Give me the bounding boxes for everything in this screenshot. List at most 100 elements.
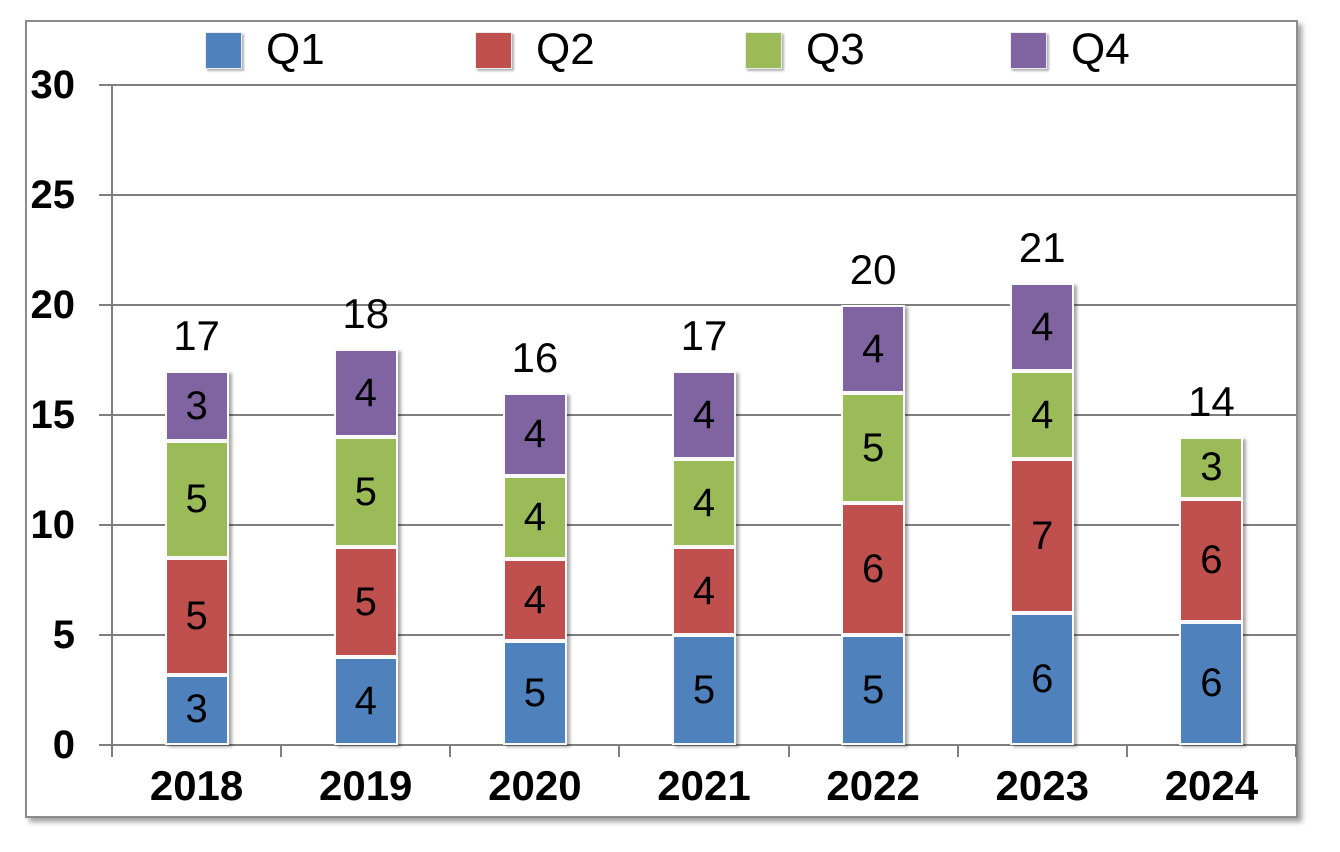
- y-axis-tick: [99, 304, 112, 306]
- segment-value-label: 7: [1031, 513, 1054, 558]
- segment-value-label: 5: [523, 670, 546, 715]
- y-tick-label: 20: [30, 283, 76, 327]
- x-axis-tick: [111, 745, 113, 757]
- segment-value-label: 4: [1031, 304, 1054, 349]
- y-axis-tick: [99, 414, 112, 416]
- x-tick-label: 2023: [995, 762, 1089, 809]
- segment-value-label: 4: [523, 411, 546, 456]
- bar-segment-q4: 4: [502, 393, 567, 476]
- y-tick-label: 10: [30, 503, 76, 547]
- segment-value-label: 5: [692, 667, 716, 712]
- bar-segment-q1: 5: [841, 635, 906, 745]
- gridline: [112, 304, 1296, 306]
- x-axis-tick: [1295, 745, 1297, 757]
- bar-2022: 4 5 6 5: [841, 305, 906, 745]
- bar-total-label: 17: [173, 312, 220, 359]
- segment-value-label: 4: [862, 326, 885, 371]
- gridline: [112, 84, 1296, 86]
- bar-segment-q3: 5: [333, 437, 398, 547]
- legend-swatch-q1-icon: [205, 31, 242, 69]
- segment-value-label: 3: [185, 687, 208, 732]
- segment-value-label: 4: [354, 678, 377, 723]
- x-tick-label: 2018: [149, 762, 244, 809]
- bar-segment-q1: 6: [1179, 621, 1244, 745]
- plot-area: 3 5 5 3 17 4 5 5 4 18 4 4 4 5 16 4 4 4 5 17 4 5 6 5 20 4 4 7 6 21 3 6 6 1…: [99, 84, 1297, 757]
- bar-segment-q1: 6: [1010, 613, 1075, 745]
- bar-total-label: 17: [680, 312, 728, 359]
- bar-2019: 4 5 5 4: [333, 349, 398, 745]
- segment-value-label: 4: [523, 494, 546, 539]
- legend-swatch-q4-icon: [1010, 31, 1047, 69]
- y-tick-label: 0: [52, 723, 75, 767]
- legend-label: Q4: [1071, 25, 1130, 74]
- chart-frame: 3 5 5 3 17 4 5 5 4 18 4 4 4 5 16 4 4 4 5 17 4 5 6 5 20 4 4 7 6 21 3 6 6 1…: [25, 20, 1298, 818]
- bar-2024: 3 6 6: [1179, 437, 1244, 745]
- segment-value-label: 4: [692, 568, 716, 613]
- gridline: [112, 194, 1296, 196]
- bar-total-label: 21: [1018, 224, 1066, 271]
- bar-segment-q2: 4: [672, 547, 736, 635]
- x-tick-label: 2019: [318, 762, 413, 809]
- bar-total-label: 20: [849, 246, 897, 293]
- segment-value-label: 6: [862, 546, 885, 591]
- bar-segment-q4: 4: [672, 371, 736, 459]
- legend-item-q3: Q3: [745, 28, 865, 72]
- x-tick-label: 2024: [1164, 762, 1259, 809]
- segment-value-label: 3: [185, 383, 208, 428]
- segment-value-label: 6: [1200, 537, 1223, 582]
- bar-segment-q3: 4: [1010, 371, 1075, 459]
- segment-value-label: 6: [1200, 660, 1223, 705]
- bar-segment-q3: 5: [841, 393, 906, 503]
- x-axis-tick: [280, 745, 283, 757]
- bar-segment-q2: 6: [841, 503, 906, 635]
- bar-2023: 4 4 7 6: [1010, 283, 1075, 745]
- legend-item-q2: Q2: [475, 28, 595, 72]
- bar-segment-q3: 5: [164, 441, 229, 558]
- y-axis-tick: [99, 524, 112, 526]
- bar-2020: 4 4 4 5: [502, 393, 567, 745]
- x-tick-label: 2022: [826, 762, 920, 809]
- y-tick-label: 30: [30, 63, 76, 107]
- bar-segment-q2: 5: [164, 558, 229, 675]
- x-axis-tick: [618, 745, 621, 757]
- segment-value-label: 3: [1200, 445, 1223, 490]
- bar-segment-q2: 5: [333, 547, 398, 657]
- bar-segment-q2: 7: [1010, 459, 1075, 613]
- x-axis-tick: [449, 745, 452, 757]
- x-axis-tick: [787, 745, 790, 757]
- x-tick-label: 2020: [488, 762, 582, 809]
- y-tick-label: 5: [52, 613, 75, 657]
- y-axis-tick: [99, 744, 112, 746]
- bar-2018: 3 5 5 3: [164, 371, 229, 745]
- legend-label: Q3: [806, 25, 865, 74]
- legend-item-q4: Q4: [1010, 28, 1130, 72]
- segment-value-label: 4: [692, 392, 716, 437]
- segment-value-label: 4: [523, 577, 546, 622]
- bar-segment-q4: 3: [164, 371, 229, 442]
- bar-total-label: 14: [1188, 378, 1235, 425]
- bar-segment-q4: 4: [1010, 283, 1075, 371]
- bar-segment-q1: 3: [164, 674, 229, 745]
- bar-segment-q3: 4: [672, 459, 736, 547]
- legend-swatch-q3-icon: [745, 31, 782, 69]
- y-axis-tick: [99, 634, 112, 636]
- bar-total-label: 18: [342, 290, 390, 337]
- x-axis-tick: [956, 745, 959, 757]
- bar-segment-q1: 4: [333, 657, 398, 745]
- legend-label: Q2: [536, 25, 595, 74]
- bar-segment-q3: 3: [1179, 437, 1244, 499]
- bar-2021: 4 4 4 5: [672, 371, 736, 745]
- x-tick-label: 2021: [657, 762, 751, 809]
- bar-segment-q2: 6: [1179, 498, 1244, 622]
- y-tick-label: 25: [30, 173, 76, 217]
- bar-segment-q4: 4: [841, 305, 906, 393]
- y-axis-tick: [99, 194, 112, 196]
- bar-segment-q3: 4: [502, 475, 567, 559]
- gridline: [112, 744, 1296, 746]
- segment-value-label: 4: [1031, 392, 1054, 437]
- bar-total-label: 16: [511, 334, 559, 381]
- bar-segment-q1: 5: [502, 641, 567, 745]
- bar-segment-q2: 4: [502, 558, 567, 642]
- legend-label: Q1: [266, 25, 325, 74]
